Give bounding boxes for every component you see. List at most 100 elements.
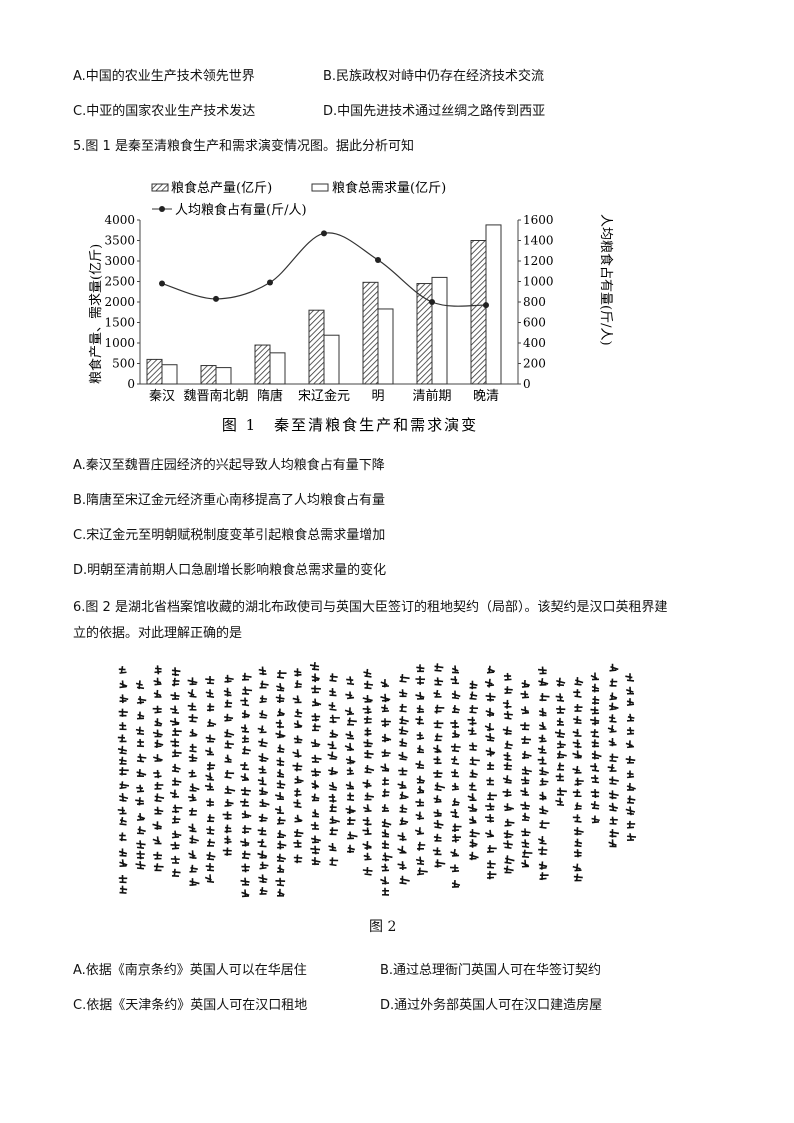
left-tick-label: 2000 xyxy=(104,295,135,309)
right-tick-label: 1400 xyxy=(523,234,554,248)
legend-demand-label: 粮食总需求量(亿斤) xyxy=(332,180,446,196)
handwriting-stroke xyxy=(188,823,197,833)
handwriting-stroke xyxy=(398,726,409,735)
handwriting-stroke xyxy=(538,734,547,743)
handwriting-stroke xyxy=(276,769,285,778)
handwriting-stroke xyxy=(223,713,234,722)
handwriting-stroke xyxy=(450,808,460,819)
category-label: 魏晋南北朝 xyxy=(183,388,248,404)
handwriting-stroke xyxy=(521,859,530,868)
handwriting-stroke xyxy=(223,687,232,697)
handwriting-stroke xyxy=(344,707,355,716)
handwriting-stroke xyxy=(204,782,215,791)
handwriting-stroke xyxy=(135,680,145,690)
left-tick-label: 1500 xyxy=(104,316,135,330)
handwriting-stroke xyxy=(538,846,548,856)
handwriting-stroke xyxy=(399,716,409,725)
handwriting-stroke xyxy=(363,852,372,861)
right-axis-title: 人均粮食占有量(斤/人) xyxy=(598,214,614,346)
handwriting-stroke xyxy=(153,851,163,860)
legend-production-label: 粮食总产量(亿斤) xyxy=(171,180,272,196)
handwriting-stroke xyxy=(154,793,165,803)
handwriting-stroke xyxy=(153,863,164,872)
handwriting-stroke xyxy=(486,792,497,801)
handwriting-stroke xyxy=(451,782,460,791)
handwriting-stroke xyxy=(590,789,600,798)
handwriting-stroke xyxy=(206,826,215,835)
handwriting-stroke xyxy=(434,663,444,672)
handwriting-stroke xyxy=(539,693,550,702)
handwriting-stroke xyxy=(556,762,565,771)
right-tick-label: 400 xyxy=(523,336,546,350)
handwriting-stroke xyxy=(311,698,322,707)
handwriting-stroke xyxy=(224,699,233,708)
handwriting-stroke xyxy=(381,733,392,743)
handwriting-stroke xyxy=(399,875,410,885)
handwriting-stroke xyxy=(188,793,197,802)
handwriting-stroke xyxy=(416,664,425,673)
handwriting-stroke xyxy=(609,816,618,825)
handwriting-stroke xyxy=(189,864,198,873)
handwriting-stroke xyxy=(257,850,268,859)
handwriting-stroke xyxy=(450,848,460,857)
handwriting-stroke xyxy=(119,680,128,689)
handwriting-stroke xyxy=(555,797,565,806)
handwriting-stroke xyxy=(170,692,180,700)
handwriting-stroke xyxy=(415,811,425,821)
handwriting-stroke xyxy=(555,693,565,702)
handwriting-stroke xyxy=(240,724,250,733)
handwriting-stroke xyxy=(399,738,408,747)
handwriting-stroke xyxy=(502,699,512,709)
handwriting-stroke xyxy=(346,816,356,826)
handwriting-stroke xyxy=(171,763,181,773)
handwriting-stroke xyxy=(327,741,337,750)
handwriting-stroke xyxy=(241,735,250,744)
production-bar xyxy=(200,365,217,385)
handwriting-stroke xyxy=(485,733,495,742)
legend-production-swatch xyxy=(151,183,169,192)
q5-option-c: C.宋辽金元至明朝赋税制度变革引起粮食总需求量增加 xyxy=(73,528,386,543)
handwriting-stroke xyxy=(328,702,337,711)
handwriting-stroke xyxy=(433,769,443,778)
handwriting-stroke xyxy=(399,703,407,713)
handwriting-stroke xyxy=(556,677,566,687)
handwriting-stroke xyxy=(240,761,250,771)
handwriting-stroke xyxy=(433,833,442,842)
handwriting-stroke xyxy=(380,679,390,688)
handwriting-stroke xyxy=(467,716,477,726)
handwriting-stroke xyxy=(119,859,128,868)
handwriting-stroke xyxy=(188,753,198,762)
handwriting-stroke xyxy=(259,680,269,689)
handwriting-stroke xyxy=(205,863,215,872)
right-tick-label: 800 xyxy=(523,295,546,309)
handwriting-stroke xyxy=(276,682,285,692)
handwriting-stroke xyxy=(572,789,582,798)
handwriting-stroke xyxy=(415,691,425,700)
handwriting-stroke xyxy=(503,865,514,874)
handwriting-stroke xyxy=(521,812,530,822)
handwriting-stroke xyxy=(135,860,146,870)
handwriting-stroke xyxy=(574,802,582,811)
handwriting-stroke xyxy=(206,719,217,727)
demand-bar xyxy=(215,367,232,385)
handwriting-stroke xyxy=(591,683,600,693)
handwriting-stroke xyxy=(118,708,128,717)
right-tick-label: 0 xyxy=(523,377,531,391)
handwriting-stroke xyxy=(380,693,391,703)
handwriting-stroke xyxy=(345,781,355,790)
handwriting-stroke xyxy=(591,774,600,784)
handwriting-stroke xyxy=(276,670,287,679)
handwriting-stroke xyxy=(329,827,338,836)
handwriting-stroke xyxy=(117,734,127,743)
handwriting-stroke xyxy=(381,818,392,828)
handwriting-stroke xyxy=(136,738,145,748)
handwriting-stroke xyxy=(573,849,582,858)
handwriting-stroke xyxy=(292,695,302,704)
handwriting-stroke xyxy=(626,833,637,842)
handwriting-stroke xyxy=(609,828,620,838)
handwriting-stroke xyxy=(274,805,285,815)
handwriting-stroke xyxy=(119,722,127,731)
handwriting-stroke xyxy=(118,875,128,884)
handwriting-stroke xyxy=(399,791,409,800)
